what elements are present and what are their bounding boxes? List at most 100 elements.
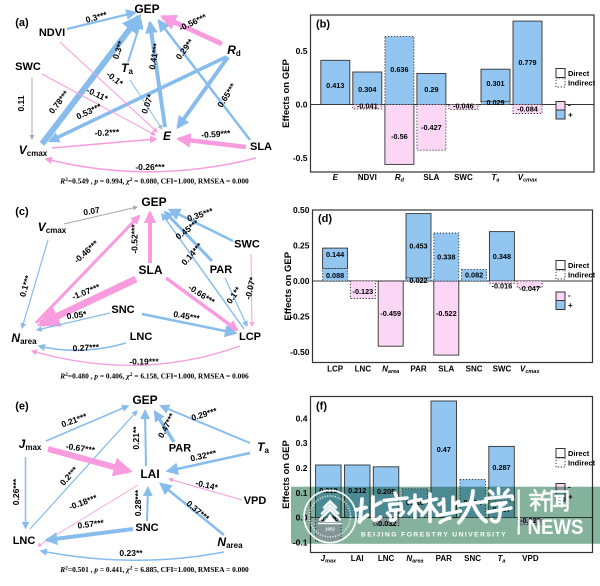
svg-text:-0.26***: -0.26*** (135, 162, 165, 172)
svg-text:-: - (568, 291, 571, 300)
svg-text:LCP: LCP (327, 365, 344, 374)
svg-text:-0.52***: -0.52*** (130, 224, 140, 254)
svg-text:SNC: SNC (464, 554, 481, 563)
svg-text:0.07: 0.07 (82, 205, 100, 218)
svg-text:Effects on GEP: Effects on GEP (281, 59, 292, 128)
svg-text:0.28***: 0.28*** (133, 489, 143, 516)
svg-text:PAR: PAR (436, 554, 453, 563)
svg-text:0.413: 0.413 (326, 81, 344, 90)
svg-text:(c): (c) (15, 206, 29, 218)
svg-text:0.636: 0.636 (390, 65, 408, 74)
svg-text:-0.084: -0.084 (517, 105, 539, 114)
svg-text:Jmax: Jmax (19, 437, 42, 452)
svg-text:-0.041: -0.041 (357, 102, 378, 111)
svg-text:0.41***: 0.41*** (147, 42, 162, 70)
svg-text:Narea: Narea (217, 535, 243, 550)
svg-text:Vcmax: Vcmax (520, 365, 540, 376)
svg-text:PAR: PAR (169, 443, 191, 455)
svg-text:SWC: SWC (234, 239, 260, 251)
svg-text:Direct: Direct (568, 449, 590, 458)
svg-text:0.304: 0.304 (358, 85, 377, 94)
svg-text:-0.67***: -0.67*** (65, 441, 96, 455)
svg-text:0.287: 0.287 (492, 463, 510, 472)
svg-text:0.26***: 0.26*** (11, 478, 21, 505)
svg-text:E: E (333, 173, 339, 182)
svg-text:Ta: Ta (492, 173, 500, 184)
svg-text:Effects on GEP: Effects on GEP (283, 251, 294, 320)
svg-text:SWC: SWC (15, 61, 41, 73)
svg-text:LAI: LAI (140, 467, 159, 481)
svg-text:0.082: 0.082 (465, 271, 483, 280)
svg-text:-0.5: -0.5 (293, 153, 308, 163)
svg-text:0.348: 0.348 (493, 252, 511, 261)
svg-text:Narea: Narea (11, 331, 37, 346)
svg-text:-0.56: -0.56 (391, 132, 408, 141)
svg-text:GEP: GEP (141, 195, 166, 209)
svg-text:0.338: 0.338 (437, 253, 455, 262)
svg-text:0.47: 0.47 (437, 445, 451, 454)
svg-text:Rd: Rd (395, 173, 405, 184)
svg-text:0.45***: 0.45*** (173, 309, 201, 324)
svg-text:0.3: 0.3 (296, 438, 308, 448)
svg-text:SLA: SLA (250, 141, 272, 153)
svg-text:LNC: LNC (355, 365, 372, 374)
svg-text:0.27***: 0.27*** (72, 342, 100, 353)
svg-text:Narea: Narea (406, 554, 423, 565)
svg-text:PAR: PAR (210, 264, 232, 276)
svg-text:0.022: 0.022 (409, 276, 427, 285)
svg-text:0.2: 0.2 (296, 463, 308, 473)
svg-text:Effects on GEP: Effects on GEP (281, 440, 292, 509)
svg-text:0.21**: 0.21** (131, 426, 141, 450)
svg-text:0.088: 0.088 (326, 271, 344, 280)
svg-text:0.57***: 0.57*** (77, 517, 105, 530)
svg-text:-0.19***: -0.19*** (129, 357, 159, 367)
svg-text:Indirect: Indirect (568, 459, 596, 468)
svg-text:0.301: 0.301 (486, 79, 504, 88)
svg-text:-0.047: -0.047 (519, 284, 540, 293)
svg-text:Narea: Narea (382, 365, 399, 376)
svg-text:0.25: 0.25 (293, 241, 310, 251)
svg-text:-0.50: -0.50 (290, 347, 310, 357)
svg-text:+: + (568, 111, 573, 120)
svg-text:BEIJING FORESTRY UNIVERSITY: BEIJING FORESTRY UNIVERSITY (361, 532, 507, 539)
svg-text:0.144: 0.144 (326, 250, 345, 259)
svg-text:SWC: SWC (454, 173, 473, 182)
svg-text:R2=0.549 , p = 0.994, χ2 = 0.0: R2=0.549 , p = 0.994, χ2 = 0.080, CFI=1.… (59, 177, 249, 186)
svg-text:-0.522: -0.522 (436, 309, 457, 318)
svg-text:LNC: LNC (378, 554, 395, 563)
svg-text:0.29: 0.29 (424, 85, 438, 94)
svg-text:SLA: SLA (423, 173, 439, 182)
svg-text:0.029: 0.029 (486, 98, 504, 107)
svg-text:(b): (b) (316, 19, 330, 31)
svg-text:-0.25: -0.25 (290, 312, 310, 322)
svg-text:-0.59***: -0.59*** (201, 128, 232, 140)
svg-text:0.23**: 0.23** (119, 548, 143, 558)
svg-text:-0.459: -0.459 (380, 309, 401, 318)
svg-text:VPD: VPD (522, 554, 539, 563)
svg-text:(a): (a) (15, 17, 29, 29)
svg-text:(d): (d) (318, 213, 332, 225)
svg-text:Vcmax: Vcmax (38, 220, 67, 235)
svg-text:0.00: 0.00 (293, 276, 310, 286)
svg-text:Direct: Direct (568, 69, 590, 78)
svg-text:SLA: SLA (139, 263, 163, 277)
svg-text:SNC: SNC (135, 522, 158, 534)
svg-text:LNC: LNC (13, 535, 36, 547)
svg-text:Indirect: Indirect (568, 271, 596, 280)
svg-text:0.05*: 0.05* (66, 309, 88, 322)
svg-text:SLA: SLA (438, 365, 454, 374)
svg-text:R2=0.480 , p = 0.406, χ2 = 6.1: R2=0.480 , p = 0.406, χ2 = 6.158, CFI=1.… (59, 372, 249, 381)
svg-text:GEP: GEP (134, 2, 159, 16)
svg-text:Rd: Rd (227, 43, 241, 58)
svg-text:E: E (163, 129, 172, 143)
svg-text:0.453: 0.453 (409, 242, 427, 251)
svg-text:0.50: 0.50 (293, 205, 310, 215)
svg-text:0.11: 0.11 (16, 95, 26, 111)
svg-text:NDVI: NDVI (358, 173, 377, 182)
svg-text:Ta: Ta (121, 61, 133, 76)
svg-text:0.5: 0.5 (296, 46, 308, 56)
svg-text:VPD: VPD (244, 495, 267, 507)
svg-text:-0.046: -0.046 (453, 102, 474, 111)
svg-text:-0.016: -0.016 (492, 282, 513, 291)
svg-text:Ta: Ta (257, 440, 269, 455)
